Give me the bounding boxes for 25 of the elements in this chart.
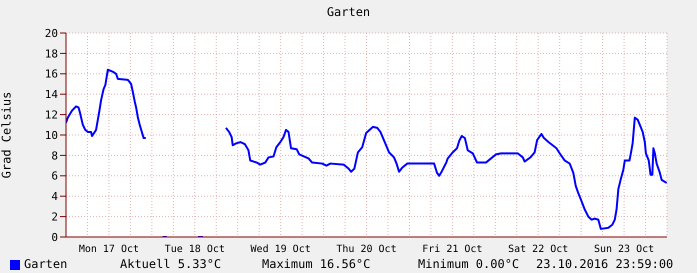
y-axis-title: Grad Celsius [0,92,14,178]
text: Aktuell 5.33°C [120,257,222,271]
y-tick-label: 0 [51,230,58,244]
y-tick-label: 8 [51,149,58,162]
x-tick-label: Sat 22 Oct [508,244,568,256]
text: 23.10.2016 23:59:00 [536,257,674,271]
y-tick-label: 10 [44,128,58,142]
x-tick-label: Tue 18 Oct [164,244,225,256]
y-tick-label: 6 [51,170,58,183]
x-tick-label: Wed 19 Oct [250,244,311,256]
y-tick-label: 14 [44,88,58,102]
chart-title: Garten [326,5,372,19]
x-tick-label: Fri 21 Oct [422,244,482,256]
x-tick-label: Thu 20 Oct [336,244,397,256]
y-tick-label: 4 [51,190,58,204]
text: Minimum 0.00°C [418,257,520,271]
x-tick-label: Sun 23 Oct [594,244,654,256]
y-tick-label: 20 [44,26,58,40]
y-tick-label: 18 [44,47,58,60]
x-tick-label: Mon 17 Oct [78,244,140,256]
y-tick-label: 2 [51,210,58,224]
y-tick-label: 16 [44,68,58,81]
text: Maximum 16.56°C [262,257,370,271]
legend-label: Garten [24,257,68,271]
y-tick-label: 12 [44,108,58,122]
